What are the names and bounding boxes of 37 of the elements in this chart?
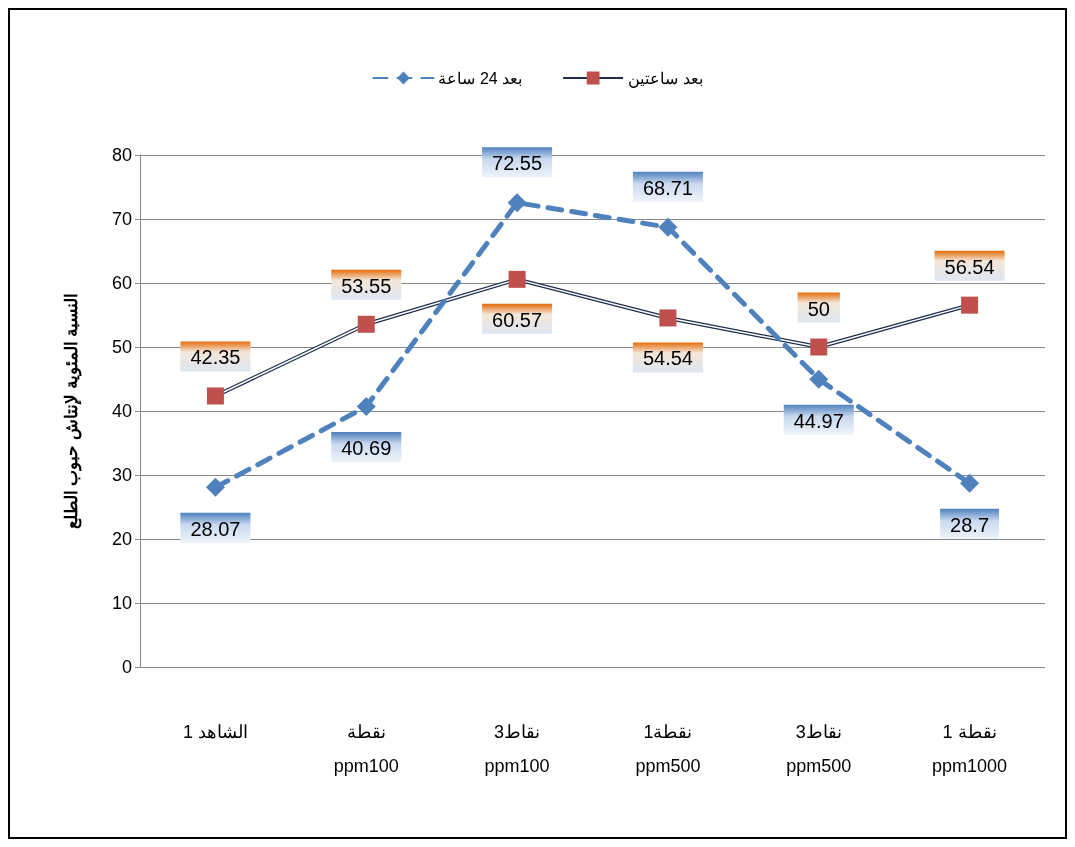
y-tick-label: 40 xyxy=(111,401,132,421)
point xyxy=(205,477,225,497)
legend-label: بعد ساعتين xyxy=(628,69,703,88)
data-label: 40.69 xyxy=(341,437,392,460)
data-label: 56.54 xyxy=(944,255,995,278)
y-tick-label: 60 xyxy=(111,273,132,293)
y-tick-label: 80 xyxy=(111,145,132,165)
data-label: 50 xyxy=(807,297,830,320)
x-tick-label: الشاهد 1 xyxy=(182,722,248,742)
point xyxy=(206,387,224,405)
data-label: 44.97 xyxy=(793,409,844,432)
data-label: 72.55 xyxy=(492,152,543,175)
point xyxy=(507,193,527,213)
data-label: 42.35 xyxy=(190,346,241,369)
point xyxy=(658,217,678,237)
data-label: 53.55 xyxy=(341,274,392,297)
y-axis-title: النسبة المئوية لإنتاش حبوب الطلع xyxy=(62,292,82,530)
legend-label: بعد 24 ساعة xyxy=(438,69,523,87)
y-tick-label: 20 xyxy=(111,529,132,549)
point xyxy=(659,309,677,327)
point xyxy=(810,338,828,356)
point xyxy=(508,270,526,288)
point xyxy=(356,397,376,417)
data-label: 54.54 xyxy=(642,347,693,370)
point xyxy=(357,315,375,333)
data-label: 28.07 xyxy=(190,517,241,540)
data-label: 60.57 xyxy=(492,308,543,331)
point xyxy=(960,473,980,493)
y-tick-label: 70 xyxy=(111,209,132,229)
y-tick-label: 0 xyxy=(121,657,132,677)
y-tick-label: 30 xyxy=(111,465,132,485)
point xyxy=(961,296,979,314)
y-tick-label: 50 xyxy=(111,337,132,357)
point xyxy=(809,369,829,389)
y-tick-label: 10 xyxy=(111,593,132,613)
data-label: 28.7 xyxy=(950,513,990,536)
data-label: 68.71 xyxy=(642,176,693,199)
